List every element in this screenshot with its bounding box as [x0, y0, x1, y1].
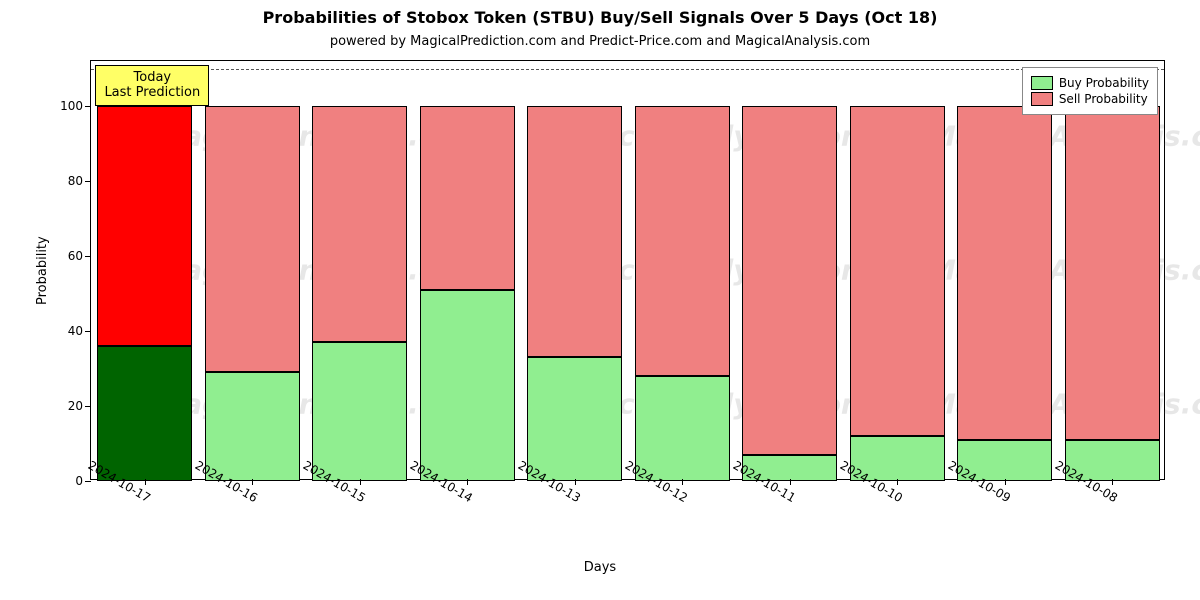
ytick-label: 60: [68, 249, 91, 263]
bar-sell: [742, 106, 837, 455]
y-axis-label: Probability: [35, 236, 50, 305]
chart-title: Probabilities of Stobox Token (STBU) Buy…: [0, 8, 1200, 27]
bar-sell: [957, 106, 1052, 440]
x-axis-label: Days: [0, 560, 1200, 575]
bar-buy: [312, 342, 407, 481]
bar-sell: [527, 106, 622, 357]
bar-buy: [205, 372, 300, 481]
annotation-line2: Last Prediction: [104, 85, 200, 100]
xtick-mark: [790, 479, 791, 485]
chart-subtitle: powered by MagicalPrediction.com and Pre…: [0, 34, 1200, 49]
bar-buy: [97, 346, 192, 481]
ytick-label: 100: [60, 99, 91, 113]
legend: Buy Probability Sell Probability: [1022, 67, 1158, 115]
annotation-line1: Today: [134, 70, 172, 85]
plot-area: MagicalAnalysis.comMagicalAnalysis.comMa…: [90, 60, 1165, 480]
ytick-label: 40: [68, 324, 91, 338]
bar-sell: [97, 106, 192, 346]
reference-line: [91, 69, 1164, 70]
bar-sell: [312, 106, 407, 342]
xtick-mark: [145, 479, 146, 485]
bar-sell: [420, 106, 515, 290]
bar-buy: [420, 290, 515, 481]
legend-label-buy: Buy Probability: [1059, 76, 1149, 90]
legend-label-sell: Sell Probability: [1059, 92, 1148, 106]
xtick-mark: [252, 479, 253, 485]
xtick-mark: [575, 479, 576, 485]
ytick-label: 20: [68, 399, 91, 413]
xtick-mark: [1112, 479, 1113, 485]
xtick-mark: [682, 479, 683, 485]
legend-item-sell: Sell Probability: [1031, 92, 1149, 106]
today-annotation: Today Last Prediction: [95, 65, 209, 106]
ytick-label: 0: [75, 474, 91, 488]
legend-item-buy: Buy Probability: [1031, 76, 1149, 90]
xtick-mark: [360, 479, 361, 485]
bar-sell: [850, 106, 945, 436]
legend-swatch-sell: [1031, 92, 1053, 106]
bar-buy: [527, 357, 622, 481]
bar-buy: [635, 376, 730, 481]
bar-sell: [635, 106, 730, 376]
xtick-mark: [467, 479, 468, 485]
ytick-label: 80: [68, 174, 91, 188]
xtick-mark: [897, 479, 898, 485]
chart-figure: Probabilities of Stobox Token (STBU) Buy…: [0, 0, 1200, 600]
bar-sell: [205, 106, 300, 372]
bar-sell: [1065, 106, 1160, 440]
xtick-mark: [1005, 479, 1006, 485]
legend-swatch-buy: [1031, 76, 1053, 90]
